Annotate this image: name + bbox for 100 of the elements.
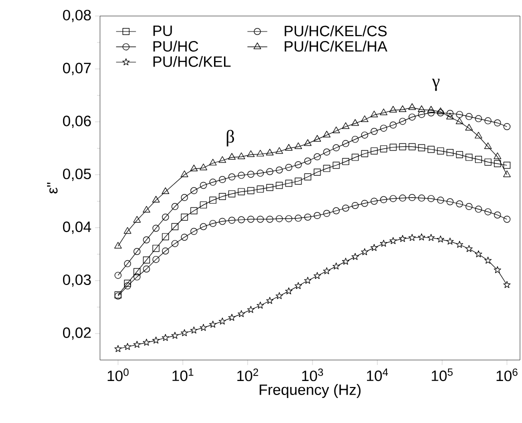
- point: [437, 196, 444, 204]
- point: [466, 113, 473, 120]
- y-tick-label: 0,04: [63, 222, 92, 234]
- point: [190, 187, 198, 194]
- point: [446, 110, 454, 117]
- point: [418, 110, 426, 118]
- point: [152, 336, 160, 344]
- point: [247, 216, 254, 223]
- point: [276, 215, 283, 222]
- point: [285, 144, 293, 151]
- point: [428, 146, 435, 153]
- point: [304, 158, 312, 165]
- point: [466, 203, 473, 210]
- x-tick-label: 10$^{0}$: [108, 368, 129, 382]
- point: [171, 332, 179, 339]
- point: [200, 201, 207, 208]
- point: [238, 310, 245, 318]
- point: [474, 132, 482, 138]
- point: [304, 276, 312, 284]
- point: [408, 194, 416, 202]
- point: [285, 215, 292, 222]
- point: [190, 207, 198, 214]
- point: [228, 216, 236, 224]
- point: [218, 176, 226, 184]
- point: [200, 182, 207, 189]
- point: [266, 216, 274, 223]
- point: [428, 195, 435, 202]
- point: [380, 124, 388, 132]
- point: [276, 147, 284, 154]
- point: [238, 152, 246, 160]
- point: [200, 223, 207, 230]
- point: [200, 164, 208, 170]
- point: [503, 162, 510, 169]
- point: [256, 170, 264, 177]
- point: [256, 186, 264, 193]
- point: [294, 142, 302, 150]
- y-tick-label: 0,05: [63, 168, 91, 181]
- point: [294, 161, 302, 168]
- legend-label: PU: [153, 26, 172, 36]
- point: [238, 188, 245, 196]
- point: [446, 149, 454, 156]
- point: [484, 208, 492, 216]
- point: [370, 128, 378, 135]
- point: [456, 118, 464, 124]
- point: [361, 150, 368, 158]
- point: [418, 144, 426, 152]
- point: [162, 247, 169, 254]
- point: [418, 194, 426, 202]
- point: [209, 196, 216, 204]
- point: [114, 272, 122, 279]
- point: [323, 210, 330, 217]
- point: [494, 119, 501, 126]
- point: [484, 142, 492, 150]
- point: [352, 136, 359, 143]
- point: [171, 223, 178, 230]
- point: [285, 287, 292, 294]
- point: [228, 190, 236, 198]
- point: [134, 273, 141, 280]
- point: [418, 105, 426, 112]
- point: [266, 148, 274, 156]
- point: [142, 338, 150, 346]
- point: [323, 267, 330, 274]
- legend-label: PU/HC/KEL: [153, 56, 231, 67]
- point: [390, 122, 397, 129]
- legend-label: PU/HC: [153, 40, 198, 52]
- legend-label: PU/HC/KEL/HA: [284, 40, 388, 52]
- point: [190, 326, 198, 334]
- point: [437, 147, 444, 154]
- y-tick-label: 0,02: [63, 327, 91, 340]
- point: [180, 194, 188, 202]
- point: [114, 242, 122, 249]
- point: [180, 170, 188, 178]
- point: [474, 156, 482, 163]
- point: [124, 342, 132, 350]
- point: [124, 282, 132, 290]
- point: [399, 194, 406, 202]
- point: [142, 236, 150, 244]
- point: [304, 214, 312, 221]
- point: [322, 130, 330, 138]
- point: [247, 150, 255, 157]
- x-tick-label: 10$^{5}$: [432, 368, 453, 382]
- point: [446, 238, 454, 245]
- point: [314, 212, 321, 220]
- point: [380, 240, 388, 247]
- point: [323, 164, 330, 172]
- point: [456, 110, 464, 118]
- point: [503, 123, 510, 130]
- point: [370, 244, 378, 251]
- point: [398, 105, 406, 112]
- point: [380, 108, 388, 116]
- point: [314, 272, 321, 279]
- point: [342, 140, 350, 148]
- point: [370, 198, 378, 205]
- point: [503, 216, 510, 223]
- point: [180, 234, 188, 241]
- point: [437, 109, 444, 116]
- point: [209, 320, 217, 328]
- point: [218, 192, 226, 200]
- point: [285, 180, 292, 187]
- point: [342, 158, 350, 166]
